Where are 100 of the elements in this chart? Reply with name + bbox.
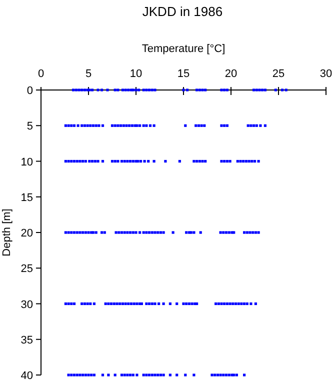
point bbox=[123, 160, 126, 163]
point bbox=[224, 231, 228, 234]
point bbox=[274, 88, 277, 92]
point bbox=[126, 160, 129, 163]
point bbox=[87, 374, 90, 376]
point bbox=[192, 374, 196, 376]
point bbox=[196, 160, 198, 163]
point bbox=[150, 302, 154, 306]
point bbox=[86, 124, 89, 127]
point bbox=[84, 374, 87, 376]
point bbox=[72, 124, 76, 127]
point bbox=[200, 124, 203, 127]
x-tick-label: 20 bbox=[224, 68, 238, 80]
point bbox=[118, 231, 120, 234]
point bbox=[96, 160, 100, 163]
point bbox=[132, 160, 134, 163]
point bbox=[222, 231, 225, 234]
point bbox=[134, 231, 138, 234]
point bbox=[142, 88, 145, 92]
point bbox=[118, 302, 122, 306]
point bbox=[64, 302, 67, 306]
point bbox=[106, 88, 109, 92]
point bbox=[236, 160, 239, 163]
point bbox=[176, 374, 178, 376]
point bbox=[162, 302, 165, 306]
point bbox=[185, 302, 188, 306]
point bbox=[116, 88, 120, 92]
point bbox=[134, 88, 138, 92]
point bbox=[87, 231, 90, 234]
point bbox=[129, 374, 132, 376]
point bbox=[152, 124, 156, 127]
point bbox=[284, 88, 288, 92]
point bbox=[228, 231, 230, 234]
point bbox=[89, 302, 92, 306]
point bbox=[104, 302, 107, 306]
point bbox=[145, 124, 148, 127]
point bbox=[83, 88, 86, 92]
point bbox=[196, 88, 198, 92]
point bbox=[242, 160, 245, 163]
point bbox=[258, 88, 261, 92]
point bbox=[145, 302, 148, 306]
point bbox=[235, 374, 238, 376]
point bbox=[254, 302, 257, 306]
point bbox=[237, 302, 240, 306]
point bbox=[100, 231, 104, 234]
point bbox=[114, 88, 116, 92]
point bbox=[128, 124, 131, 127]
point bbox=[154, 374, 156, 376]
point bbox=[248, 160, 250, 163]
point bbox=[90, 374, 93, 376]
point bbox=[176, 302, 178, 306]
point bbox=[110, 160, 114, 163]
point bbox=[123, 374, 126, 376]
point bbox=[261, 88, 264, 92]
point bbox=[130, 124, 134, 127]
point bbox=[74, 88, 78, 92]
point bbox=[203, 124, 206, 127]
point bbox=[150, 374, 154, 376]
point bbox=[138, 231, 142, 234]
point bbox=[83, 302, 86, 306]
y-tick-label: 30 bbox=[20, 298, 33, 311]
point bbox=[76, 374, 78, 376]
point bbox=[92, 124, 95, 127]
point bbox=[154, 302, 156, 306]
x-tick-label: 5 bbox=[85, 68, 92, 80]
point bbox=[252, 88, 256, 92]
point bbox=[122, 124, 125, 127]
point bbox=[72, 302, 76, 306]
point bbox=[188, 302, 190, 306]
point bbox=[129, 160, 132, 163]
point bbox=[182, 88, 185, 92]
point bbox=[168, 302, 172, 306]
point bbox=[70, 302, 73, 306]
point bbox=[89, 124, 92, 127]
y-axis-title: Depth [m] bbox=[1, 208, 13, 256]
point bbox=[219, 374, 222, 376]
point bbox=[156, 231, 160, 234]
point bbox=[100, 88, 104, 92]
point bbox=[226, 88, 228, 92]
point bbox=[120, 124, 122, 127]
point bbox=[94, 124, 98, 127]
point bbox=[88, 160, 91, 163]
point bbox=[64, 231, 67, 234]
x-tick-label: 25 bbox=[272, 68, 285, 80]
point bbox=[70, 124, 73, 127]
y-tick-label: 20 bbox=[20, 228, 33, 240]
point bbox=[76, 231, 78, 234]
point bbox=[148, 374, 151, 376]
point bbox=[138, 124, 142, 127]
point bbox=[126, 374, 129, 376]
point bbox=[70, 160, 73, 163]
point bbox=[223, 302, 226, 306]
point bbox=[148, 124, 152, 127]
point bbox=[132, 302, 136, 306]
point bbox=[94, 231, 98, 234]
point bbox=[259, 124, 262, 127]
point bbox=[101, 160, 104, 163]
point bbox=[264, 124, 266, 127]
point bbox=[217, 302, 220, 306]
point bbox=[234, 302, 238, 306]
